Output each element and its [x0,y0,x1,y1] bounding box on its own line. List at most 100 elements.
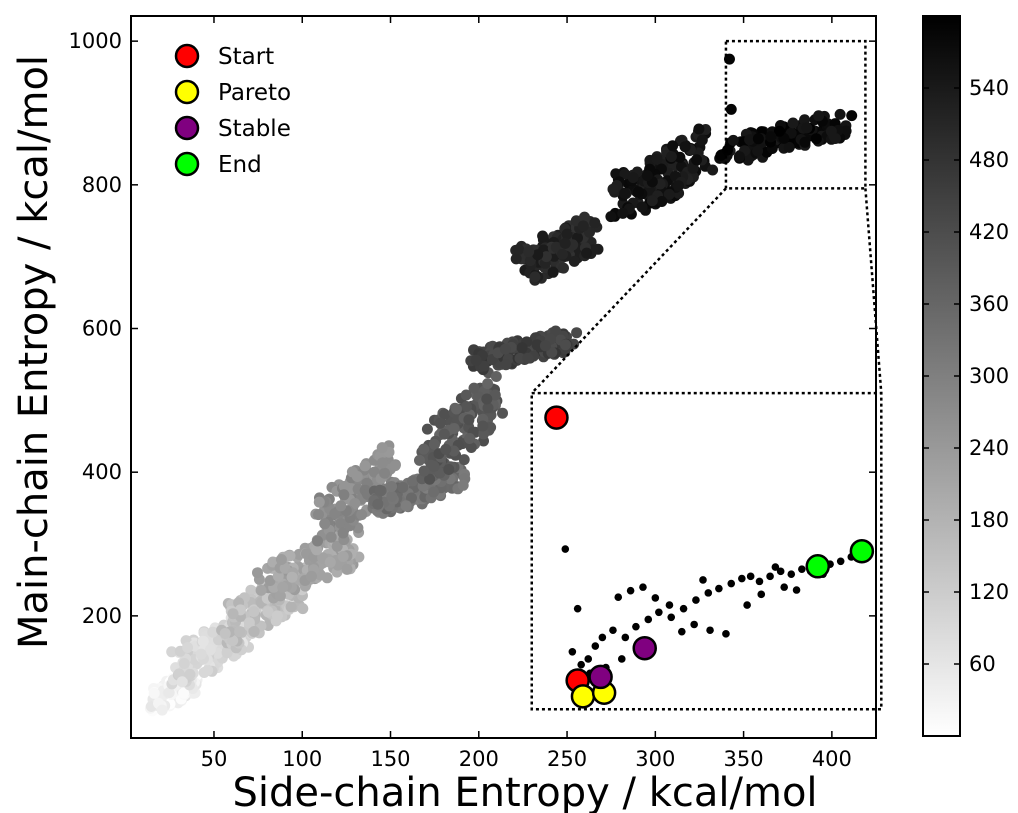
legend-marker [174,151,200,177]
data-point [617,207,629,219]
data-point [465,442,477,453]
data-point [523,246,535,258]
inset-point [706,626,714,635]
data-point [148,687,160,699]
data-point [840,125,852,137]
data-point [477,420,489,432]
data-point [227,608,239,620]
data-point [319,518,331,530]
zoom-region-box [724,39,867,190]
data-point [725,103,737,115]
legend-label: End [218,152,262,178]
colorbar-tick-label: 240 [969,436,1009,460]
data-point [557,248,568,260]
data-point [727,134,739,146]
data-point [529,271,541,283]
inset-point [655,608,663,617]
data-point [277,581,289,593]
data-point [421,423,433,435]
data-point [313,509,324,521]
inset-point [626,586,635,595]
data-point [568,255,580,267]
data-point [166,646,178,658]
data-point [744,134,756,146]
data-point [297,603,309,615]
x-tick-label: 300 [635,747,675,771]
data-point [524,255,536,267]
scatter-points [144,53,858,717]
data-point [463,414,475,426]
data-point [752,133,764,145]
data-point [513,244,525,255]
inset-marker-pareto [570,684,596,709]
data-point [693,123,705,135]
data-point [667,140,679,152]
data-point [400,500,412,512]
data-point [773,125,785,137]
data-point [374,484,386,496]
data-point [182,642,194,653]
x-axis-label: Side-chain Entropy / kcal/mol [232,770,817,813]
data-point [561,228,573,240]
data-point [184,668,196,680]
data-point [262,606,274,618]
data-point [673,180,684,192]
data-point [482,402,494,414]
data-point [406,492,417,504]
data-point [313,496,325,508]
data-point [397,481,409,493]
x-tick-label: 350 [724,747,764,771]
inset-point [692,596,700,604]
data-point [571,327,583,339]
inset-point [614,593,623,601]
inset-marker-stable [588,664,613,690]
data-point [679,141,691,153]
data-point [337,551,349,562]
inset-point [715,584,723,593]
data-point [440,443,452,455]
data-point [656,196,668,207]
inset-point [690,620,698,629]
data-point [204,644,216,656]
data-point [589,217,601,229]
data-point [632,186,644,198]
data-point [559,237,571,249]
data-point [522,352,534,364]
data-point [267,556,279,568]
data-point [619,187,631,199]
data-point [560,339,571,351]
data-point [178,658,190,669]
colorbar-tick-label: 540 [969,76,1009,100]
data-point [765,131,777,143]
inset-point [609,626,617,635]
data-point [325,531,337,543]
data-point [687,162,699,174]
data-point [460,389,472,401]
data-point [579,211,590,223]
inset-point [665,601,674,609]
data-point [271,610,283,622]
data-point [245,584,257,596]
data-point [329,508,341,520]
legend-marker [174,79,200,105]
colorbar: 60 120 180 240 300 360 420 480 540 [922,15,1009,737]
data-point [636,201,648,213]
inset-point [584,655,593,663]
data-point [607,183,619,195]
data-point [386,490,398,502]
inset-point [651,594,660,602]
inset-marker-end [805,554,830,579]
inset-point [561,545,570,553]
data-point [500,359,512,371]
data-point [752,145,764,157]
colorbar-tick-label: 120 [969,580,1009,604]
data-point [335,517,347,529]
data-point [338,489,350,501]
data-point [468,382,480,394]
data-point [646,195,658,207]
data-point [478,428,489,440]
data-point [439,408,451,420]
data-point [207,626,219,638]
data-point [418,443,430,455]
inset-point [699,576,707,584]
